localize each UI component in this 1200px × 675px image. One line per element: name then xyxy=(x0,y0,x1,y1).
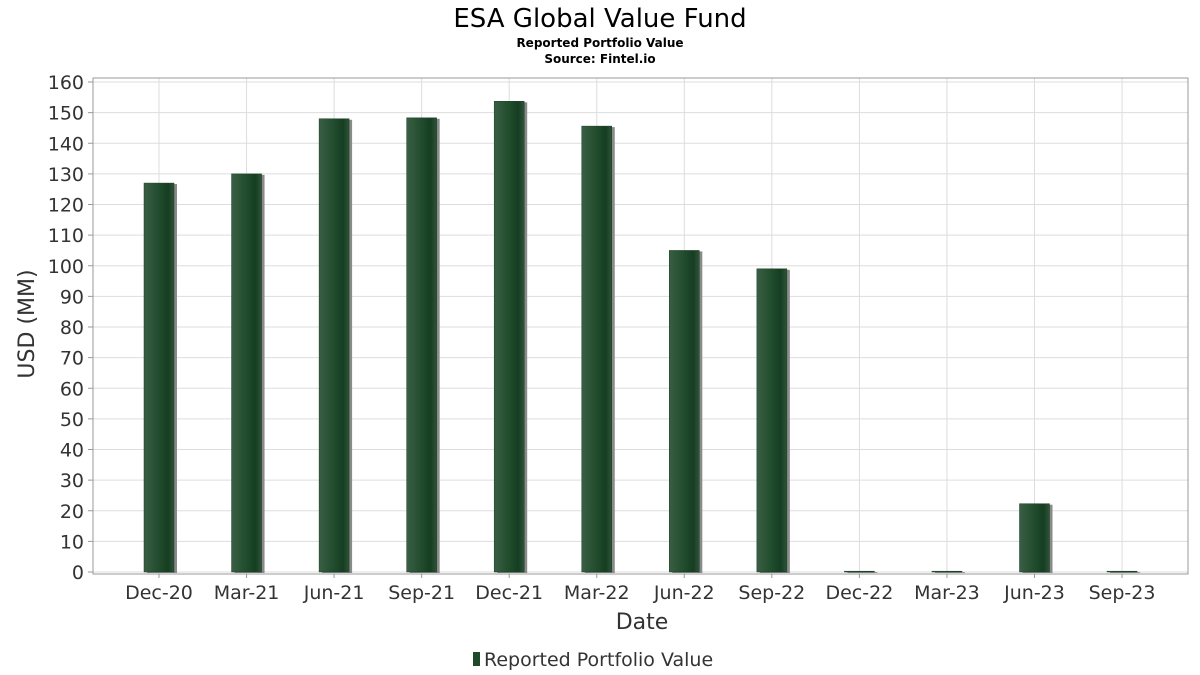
bar xyxy=(1106,570,1138,573)
chart-source: Source: Fintel.io xyxy=(544,52,655,66)
bar-shadow xyxy=(934,572,965,573)
plot-frame xyxy=(92,77,1189,575)
x-tick-label: Sep-21 xyxy=(388,582,455,604)
x-tick-label: Dec-22 xyxy=(825,582,893,604)
x-tick-label: Jun-23 xyxy=(1003,582,1065,604)
y-tick-label: 50 xyxy=(60,409,84,431)
bar xyxy=(581,125,612,573)
bar xyxy=(756,268,788,573)
y-tick-label: 80 xyxy=(60,317,84,339)
x-axis-ticks: Dec-20 Mar-21 Jun-21 Sep-21 Dec-21 Mar-22 Jun-… xyxy=(125,574,1155,604)
y-tick-label: 130 xyxy=(48,164,84,186)
legend-label: Reported Portfolio Value xyxy=(484,649,713,671)
y-tick-label: 100 xyxy=(48,256,84,278)
bar xyxy=(406,117,437,573)
y-tick-label: 60 xyxy=(60,378,84,400)
bar xyxy=(143,182,175,573)
bar-shadow xyxy=(1110,572,1141,573)
bar xyxy=(231,173,262,573)
y-axis-label: USD (MM) xyxy=(15,269,40,378)
y-tick-label: 10 xyxy=(60,531,84,553)
bar xyxy=(931,570,963,573)
y-tick-label: 30 xyxy=(60,470,84,492)
bar xyxy=(669,250,700,573)
y-tick-label: 140 xyxy=(48,133,84,155)
x-tick-label: Sep-22 xyxy=(738,582,805,604)
legend: Reported Portfolio Value xyxy=(473,649,713,671)
y-tick-label: 90 xyxy=(60,286,84,308)
bars xyxy=(143,101,1141,574)
bar xyxy=(1019,503,1050,573)
y-tick-label: 70 xyxy=(60,348,84,370)
bar xyxy=(844,570,875,573)
x-tick-label: Mar-21 xyxy=(214,582,280,604)
y-tick-label: 150 xyxy=(48,103,84,125)
bar xyxy=(318,118,350,573)
bar xyxy=(493,101,525,573)
chart-subtitle: Reported Portfolio Value xyxy=(516,36,683,50)
x-tick-label: Jun-22 xyxy=(653,582,715,604)
y-tick-label: 0 xyxy=(72,562,84,584)
x-axis-label: Date xyxy=(616,610,669,635)
x-tick-label: Jun-21 xyxy=(303,582,365,604)
bar-shadow xyxy=(847,572,878,573)
y-tick-label: 20 xyxy=(60,501,84,523)
y-tick-label: 120 xyxy=(48,195,84,217)
chart-title: ESA Global Value Fund xyxy=(453,4,746,34)
x-tick-label: Dec-21 xyxy=(475,582,543,604)
y-tick-label: 40 xyxy=(60,440,84,462)
legend-swatch xyxy=(473,652,480,666)
y-tick-label: 110 xyxy=(48,225,84,247)
y-tick-label: 160 xyxy=(48,72,84,94)
x-tick-label: Mar-22 xyxy=(564,582,630,604)
x-tick-label: Sep-23 xyxy=(1089,582,1156,604)
x-tick-label: Dec-20 xyxy=(125,582,193,604)
y-axis-ticks: 0 10 20 30 40 50 60 70 80 90 100 110 120 130 140 150 160 xyxy=(48,72,93,584)
x-tick-label: Mar-23 xyxy=(914,582,980,604)
